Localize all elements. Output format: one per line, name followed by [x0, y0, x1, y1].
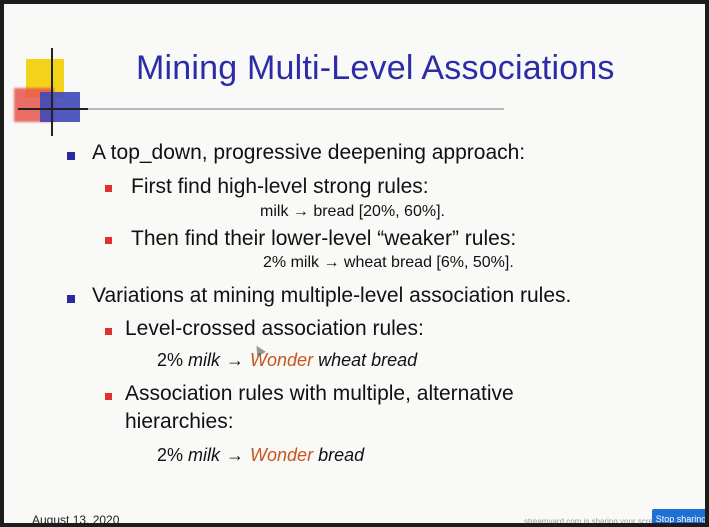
- bullet-1-text: A top_down, progressive deepening approa…: [92, 141, 526, 164]
- title-underline: [18, 108, 504, 110]
- sub-bullet-2-1-example: 2% milk → Wonder wheat bread: [157, 350, 417, 371]
- sub-bullet-1-2-text: Then find their lower-level “weaker” rul…: [131, 227, 517, 250]
- sub-bullet-2-1-text: Level-crossed association rules:: [125, 317, 424, 340]
- sub-bullet-1-1-text: First find high-level strong rules:: [131, 175, 429, 198]
- example-brand: Wonder: [250, 445, 314, 465]
- sub-bullet-marker-icon: [105, 393, 112, 400]
- logo-horizontal-line: [18, 108, 88, 110]
- slide-title: Mining Multi-Level Associations: [136, 49, 615, 87]
- example-milk: milk: [188, 350, 221, 370]
- sub-bullet-1-2-example: 2% milk → wheat bread [6%, 50%].: [263, 254, 514, 271]
- bullet-marker-icon: [67, 295, 75, 303]
- arrow-icon: →: [226, 445, 245, 465]
- stop-sharing-button[interactable]: Stop sharing: [652, 509, 705, 523]
- sub-bullet-2-2-text-line2: hierarchies:: [125, 410, 234, 433]
- screen-share-notice: streamyard.com is sharing your screen.: [524, 517, 665, 523]
- example-milk: milk: [188, 445, 221, 465]
- footer-date: August 13, 2020: [32, 513, 120, 523]
- sub-bullet-marker-icon: [105, 237, 112, 244]
- logo-vertical-line: [51, 48, 53, 136]
- example-prefix: 2%: [157, 445, 189, 465]
- bullet-2-text: Variations at mining multiple-level asso…: [92, 284, 572, 307]
- sub-bullet-marker-icon: [105, 185, 112, 192]
- example-brand: Wonder: [250, 350, 314, 370]
- sub-bullet-marker-icon: [105, 328, 112, 335]
- logo-blue-square: [40, 92, 80, 122]
- example-prefix: 2%: [157, 350, 189, 370]
- sub-bullet-1-1-example: milk → bread [20%, 60%].: [260, 203, 445, 220]
- example-item: wheat bread: [318, 350, 418, 370]
- arrow-icon: →: [226, 350, 245, 370]
- presentation-slide: Mining Multi-Level Associations A top_do…: [4, 4, 705, 523]
- sub-bullet-2-2-example: 2% milk → Wonder bread: [157, 445, 364, 466]
- sub-bullet-2-2-text-line1: Association rules with multiple, alterna…: [125, 382, 514, 405]
- example-item: bread: [318, 445, 365, 465]
- bullet-marker-icon: [67, 152, 75, 160]
